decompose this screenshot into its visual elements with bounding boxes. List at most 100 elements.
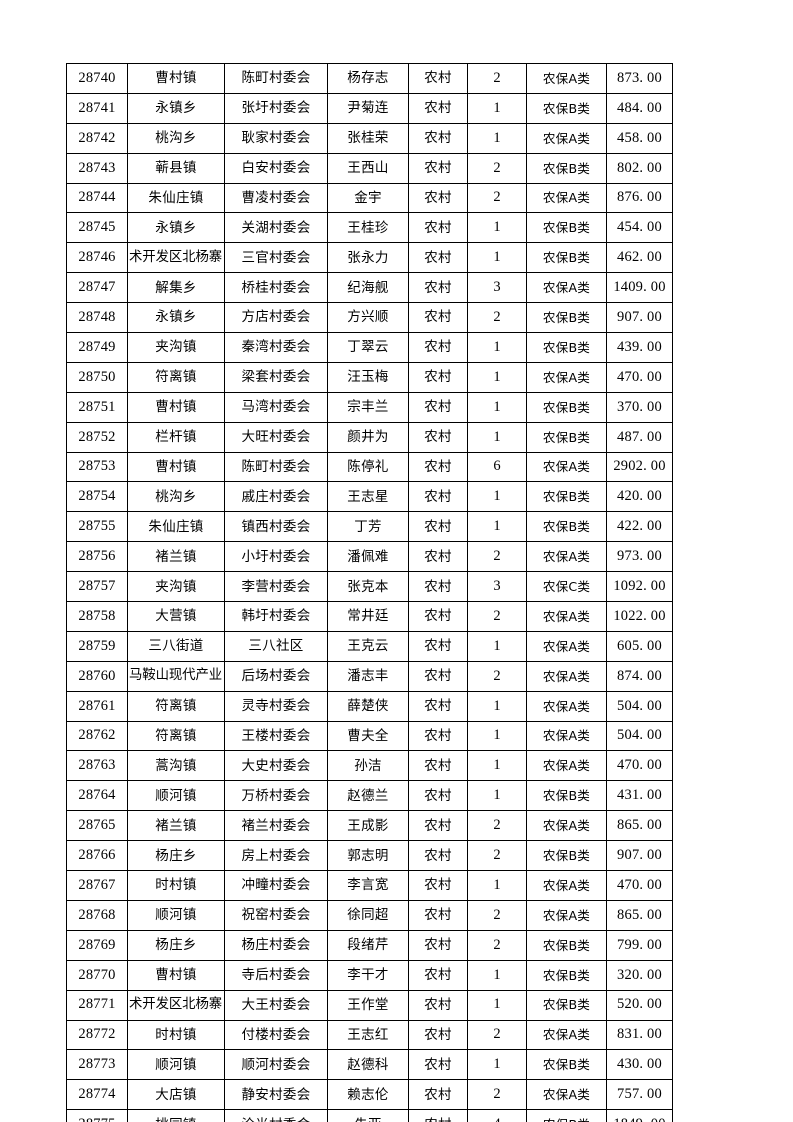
cell-person-count: 1 [467, 481, 527, 513]
table-container: 28740 曹村镇 陈町村委会 杨存志 农村 2 农保A类 873. 00 28741 永镇乡 张圩… [66, 63, 673, 1122]
cell-amount: 454. 00 [606, 212, 673, 244]
table-row: 28759 三八街道 三八社区 王克云 农村 1 农保A类 605. 00 [66, 630, 673, 662]
cell-town: 褚兰镇 [127, 810, 225, 842]
cell-record-id: 28747 [66, 272, 128, 304]
cell-town: 蕲县镇 [127, 152, 225, 184]
cell-amount: 420. 00 [606, 481, 673, 513]
cell-insurance-scheme: 农保A类 [526, 272, 607, 304]
cell-household-category: 农村 [408, 780, 468, 812]
cell-person-name: 宗丰兰 [327, 391, 409, 423]
cell-household-category: 农村 [408, 571, 468, 603]
cell-amount: 430. 00 [606, 1049, 673, 1081]
cell-person-count: 1 [467, 391, 527, 423]
cell-insurance-scheme: 农保A类 [526, 810, 607, 842]
cell-person-name: 丁翠云 [327, 332, 409, 363]
table-row: 28771 术开发区北杨寨 大王村委会 王作堂 农村 1 农保B类 520. 00 [66, 989, 673, 1021]
cell-insurance-scheme: 农保B类 [526, 511, 607, 543]
cell-record-id: 28760 [66, 660, 128, 692]
table-row: 28774 大店镇 静安村委会 赖志伦 农村 2 农保A类 757. 00 [66, 1079, 673, 1111]
cell-town: 杨庄乡 [127, 929, 225, 961]
cell-town: 时村镇 [127, 1019, 225, 1051]
cell-record-id: 28741 [66, 92, 128, 124]
cell-town: 永镇乡 [127, 212, 225, 244]
cell-town: 马鞍山现代产业 [127, 660, 225, 692]
cell-town: 时村镇 [127, 870, 225, 901]
cell-insurance-scheme: 农保A类 [526, 899, 607, 931]
cell-insurance-scheme: 农保A类 [526, 1079, 607, 1111]
cell-insurance-scheme: 农保A类 [526, 660, 607, 692]
cell-amount: 439. 00 [606, 332, 673, 363]
cell-record-id: 28752 [66, 421, 128, 453]
cell-village: 褚兰村委会 [224, 810, 328, 842]
table-row: 28742 桃沟乡 耿家村委会 张桂荣 农村 1 农保A类 458. 00 [66, 122, 673, 154]
cell-insurance-scheme: 农保B类 [526, 840, 607, 872]
cell-town: 术开发区北杨寨 [127, 242, 225, 274]
cell-amount: 874. 00 [606, 660, 673, 692]
cell-household-category: 农村 [408, 720, 468, 752]
table-row: 28766 杨庄乡 房上村委会 郭志明 农村 2 农保B类 907. 00 [66, 840, 673, 872]
cell-village: 张圩村委会 [224, 92, 328, 124]
table-row: 28768 顺河镇 祝窑村委会 徐同超 农村 2 农保A类 865. 00 [66, 899, 673, 931]
cell-person-name: 赵德科 [327, 1049, 409, 1081]
table-row: 28769 杨庄乡 杨庄村委会 段绪芹 农村 2 农保B类 799. 00 [66, 929, 673, 961]
cell-record-id: 28757 [66, 571, 128, 603]
cell-village: 李营村委会 [224, 571, 328, 603]
table-row: 28762 符离镇 王楼村委会 曹夫全 农村 1 农保A类 504. 00 [66, 720, 673, 752]
cell-record-id: 28775 [66, 1109, 128, 1122]
cell-town: 大营镇 [127, 601, 225, 632]
cell-record-id: 28770 [66, 959, 128, 991]
cell-person-count: 3 [467, 272, 527, 304]
cell-amount: 504. 00 [606, 690, 673, 722]
cell-village: 三官村委会 [224, 242, 328, 274]
cell-village: 大史村委会 [224, 750, 328, 782]
cell-person-name: 汪玉梅 [327, 361, 409, 393]
cell-amount: 320. 00 [606, 959, 673, 991]
cell-person-name: 潘志丰 [327, 660, 409, 692]
cell-insurance-scheme: 农保B类 [526, 989, 607, 1021]
table-row: 28756 褚兰镇 小圩村委会 潘佩难 农村 2 农保A类 973. 00 [66, 541, 673, 573]
cell-insurance-scheme: 农保A类 [526, 63, 607, 94]
cell-person-name: 郭志明 [327, 840, 409, 872]
cell-person-name: 金宇 [327, 182, 409, 214]
cell-person-name: 朱亚 [327, 1109, 409, 1122]
table-row: 28754 桃沟乡 戚庄村委会 王志星 农村 1 农保B类 420. 00 [66, 481, 673, 513]
table-row: 28760 马鞍山现代产业 后场村委会 潘志丰 农村 2 农保A类 874. 00 [66, 660, 673, 692]
table-row: 28775桃园镇浍光村委会朱亚农村4农保B类1849. 00 [66, 1109, 673, 1122]
cell-amount: 520. 00 [606, 989, 673, 1021]
cell-town: 朱仙庄镇 [127, 511, 225, 543]
cell-household-category: 农村 [408, 840, 468, 872]
cell-person-count: 2 [467, 182, 527, 214]
cell-person-name: 赵德兰 [327, 780, 409, 812]
table-row: 28757 夹沟镇 李营村委会 张克本 农村 3 农保C类 1092. 00 [66, 571, 673, 603]
cell-insurance-scheme: 农保B类 [526, 212, 607, 244]
table-row: 28755 朱仙庄镇 镇西村委会 丁芳 农村 1 农保B类 422. 00 [66, 511, 673, 543]
table-row: 28772 时村镇 付楼村委会 王志红 农村 2 农保A类 831. 00 [66, 1019, 673, 1051]
cell-person-count: 2 [467, 899, 527, 931]
cell-town: 栏杆镇 [127, 421, 225, 453]
cell-person-count: 1 [467, 959, 527, 991]
cell-village: 镇西村委会 [224, 511, 328, 543]
cell-person-name: 段绪芹 [327, 929, 409, 961]
cell-household-category: 农村 [408, 541, 468, 573]
cell-household-category: 农村 [408, 421, 468, 453]
cell-amount: 1409. 00 [606, 272, 673, 304]
cell-person-count: 3 [467, 571, 527, 603]
cell-record-id: 28753 [66, 451, 128, 483]
cell-village: 顺河村委会 [224, 1049, 328, 1081]
cell-amount: 431. 00 [606, 780, 673, 812]
cell-insurance-scheme: 农保B类 [526, 929, 607, 961]
cell-town: 曹村镇 [127, 959, 225, 991]
table-row: 28761 符离镇 灵寺村委会 薛楚侠 农村 1 农保A类 504. 00 [66, 690, 673, 722]
cell-village: 关湖村委会 [224, 212, 328, 244]
cell-village: 戚庄村委会 [224, 481, 328, 513]
cell-town: 夹沟镇 [127, 332, 225, 363]
cell-person-count: 1 [467, 690, 527, 722]
cell-record-id: 28743 [66, 152, 128, 184]
cell-insurance-scheme: 农保B类 [526, 1049, 607, 1081]
cell-amount: 1849. 00 [606, 1109, 673, 1122]
cell-amount: 605. 00 [606, 630, 673, 662]
cell-amount: 907. 00 [606, 840, 673, 872]
cell-village: 马湾村委会 [224, 391, 328, 423]
cell-village: 大旺村委会 [224, 421, 328, 453]
